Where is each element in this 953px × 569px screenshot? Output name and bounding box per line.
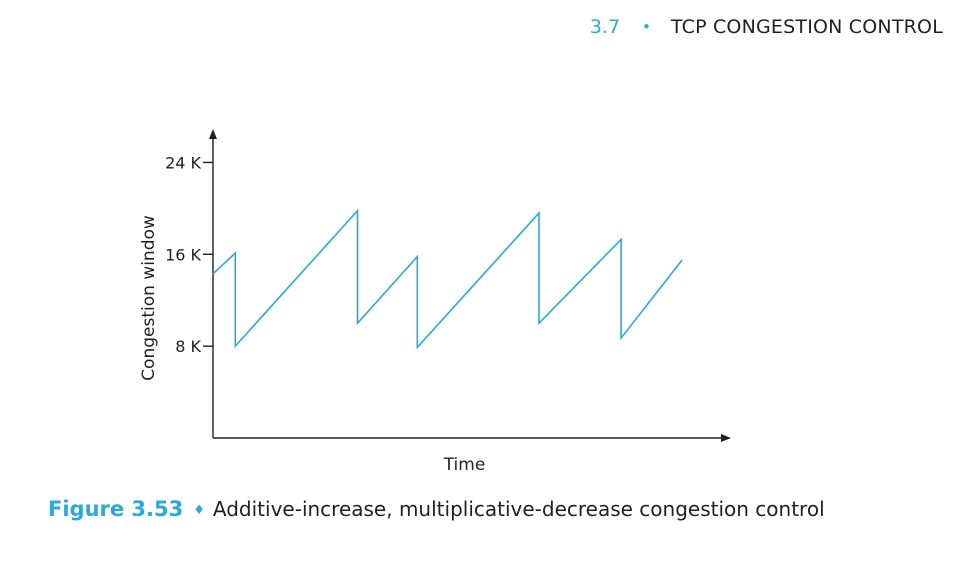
section-title: TCP CONGESTION CONTROL xyxy=(670,16,943,38)
section-number: 3.7 xyxy=(589,16,621,38)
running-head: 3.7 • TCP CONGESTION CONTROL xyxy=(590,16,943,38)
y-tick-label: 24 K xyxy=(165,153,201,172)
congestion-window-line xyxy=(212,208,683,350)
diamond-icon: ♦ xyxy=(193,503,205,518)
y-tick-label: 16 K xyxy=(165,245,201,264)
y-ticks: 8 K 16 K 24 K xyxy=(165,153,213,356)
x-axis-label: Time xyxy=(443,455,486,475)
figure-caption: Figure 3.53 ♦ Additive-increase, multipl… xyxy=(48,497,825,521)
y-tick-label: 8 K xyxy=(175,337,201,356)
caption-text: Additive-increase, multiplicative-decrea… xyxy=(212,497,825,521)
y-axis-label: Congestion window xyxy=(139,215,159,381)
figure-number: Figure 3.53 xyxy=(48,497,184,521)
bullet-icon: • xyxy=(642,18,651,36)
